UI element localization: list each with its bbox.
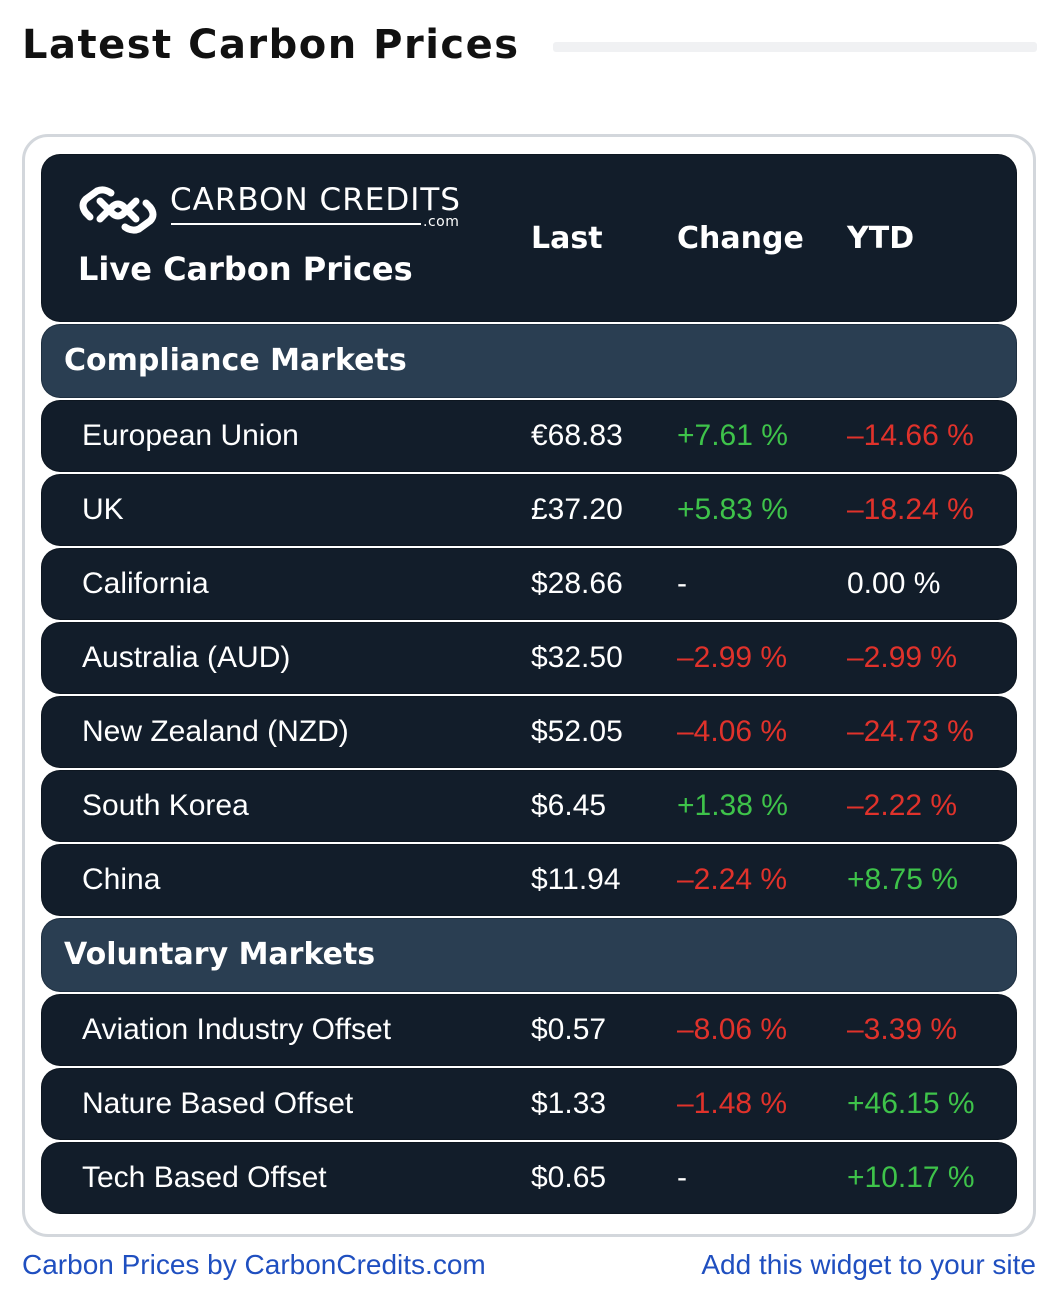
title-divider — [553, 42, 1037, 52]
market-row: Aviation Industry Offset $0.57 –8.06 % –3.3… — [42, 995, 1016, 1065]
market-name: European Union — [82, 419, 299, 452]
logo-domain: .com — [423, 214, 460, 230]
market-row: South Korea $6.45 +1.38 % –2.22 % — [42, 771, 1016, 841]
market-row: Tech Based Offset $0.65 - +10.17 % — [42, 1143, 1016, 1213]
market-name: China — [82, 863, 161, 896]
market-ytd: –2.22 % — [847, 789, 958, 822]
widget-subtitle: Live Carbon Prices — [78, 250, 413, 288]
market-ytd: –3.39 % — [847, 1013, 958, 1046]
market-change: +7.61 % — [677, 419, 788, 452]
market-last-price: $1.33 — [531, 1087, 607, 1120]
market-name: Tech Based Offset — [82, 1161, 327, 1194]
market-ytd: +10.17 % — [847, 1161, 975, 1194]
market-last-price: $6.45 — [531, 789, 607, 822]
market-change: –8.06 % — [677, 1013, 788, 1046]
market-row: Australia (AUD) $32.50 –2.99 % –2.99 % — [42, 623, 1016, 693]
market-last-price: $0.57 — [531, 1013, 607, 1046]
market-ytd: –14.66 % — [847, 419, 974, 452]
market-ytd: 0.00 % — [847, 567, 941, 600]
market-last-price: €68.83 — [531, 419, 623, 452]
section-label: Compliance Markets — [64, 343, 407, 378]
widget-header: CARBON CREDITS .com Live Carbon Prices L… — [42, 155, 1016, 321]
market-change: - — [677, 567, 687, 600]
market-last-price: $0.65 — [531, 1161, 607, 1194]
market-change: –2.24 % — [677, 863, 788, 896]
market-change: –4.06 % — [677, 715, 788, 748]
section-header: Voluntary Markets — [42, 919, 1016, 991]
market-name: UK — [82, 493, 124, 526]
market-name: Nature Based Offset — [82, 1087, 354, 1120]
market-last-price: $32.50 — [531, 641, 623, 674]
logo-underline — [171, 223, 421, 225]
market-name: South Korea — [82, 789, 249, 822]
market-name: California — [82, 567, 209, 600]
market-change: - — [677, 1161, 687, 1194]
carbon-credits-logo[interactable]: CARBON CREDITS .com — [78, 183, 478, 239]
market-row: California $28.66 - 0.00 % — [42, 549, 1016, 619]
column-header-ytd: YTD — [847, 221, 915, 256]
market-change: –1.48 % — [677, 1087, 788, 1120]
market-row: UK £37.20 +5.83 % –18.24 % — [42, 475, 1016, 545]
carbon-credits-logo-icon — [79, 186, 157, 234]
market-change: –2.99 % — [677, 641, 788, 674]
market-name: Australia (AUD) — [82, 641, 291, 674]
market-row: China $11.94 –2.24 % +8.75 % — [42, 845, 1016, 915]
market-change: +1.38 % — [677, 789, 788, 822]
market-name: Aviation Industry Offset — [82, 1013, 392, 1046]
market-change: +5.83 % — [677, 493, 788, 526]
market-last-price: $28.66 — [531, 567, 623, 600]
market-sections: Compliance Markets European Union €68.83 +7… — [42, 325, 1016, 1213]
section-header: Compliance Markets — [42, 325, 1016, 397]
market-last-price: £37.20 — [531, 493, 623, 526]
column-header-change: Change — [677, 221, 804, 256]
market-row: Nature Based Offset $1.33 –1.48 % +46.15 % — [42, 1069, 1016, 1139]
column-header-last: Last — [531, 221, 603, 256]
market-ytd: –2.99 % — [847, 641, 958, 674]
market-last-price: $11.94 — [531, 863, 621, 896]
market-ytd: –24.73 % — [847, 715, 974, 748]
logo-wordmark: CARBON CREDITS — [170, 182, 461, 218]
carbon-prices-widget: CARBON CREDITS .com Live Carbon Prices L… — [42, 155, 1016, 1213]
attribution-link[interactable]: Carbon Prices by CarbonCredits.com — [22, 1249, 486, 1280]
market-ytd: +46.15 % — [847, 1087, 975, 1120]
market-ytd: +8.75 % — [847, 863, 958, 896]
market-last-price: $52.05 — [531, 715, 623, 748]
add-widget-link[interactable]: Add this widget to your site — [701, 1249, 1036, 1280]
market-ytd: –18.24 % — [847, 493, 974, 526]
section-label: Voluntary Markets — [64, 937, 376, 972]
market-name: New Zealand (NZD) — [82, 715, 349, 748]
page-title: Latest Carbon Prices — [22, 22, 520, 68]
market-row: European Union €68.83 +7.61 % –14.66 % — [42, 401, 1016, 471]
market-row: New Zealand (NZD) $52.05 –4.06 % –24.73 % — [42, 697, 1016, 767]
